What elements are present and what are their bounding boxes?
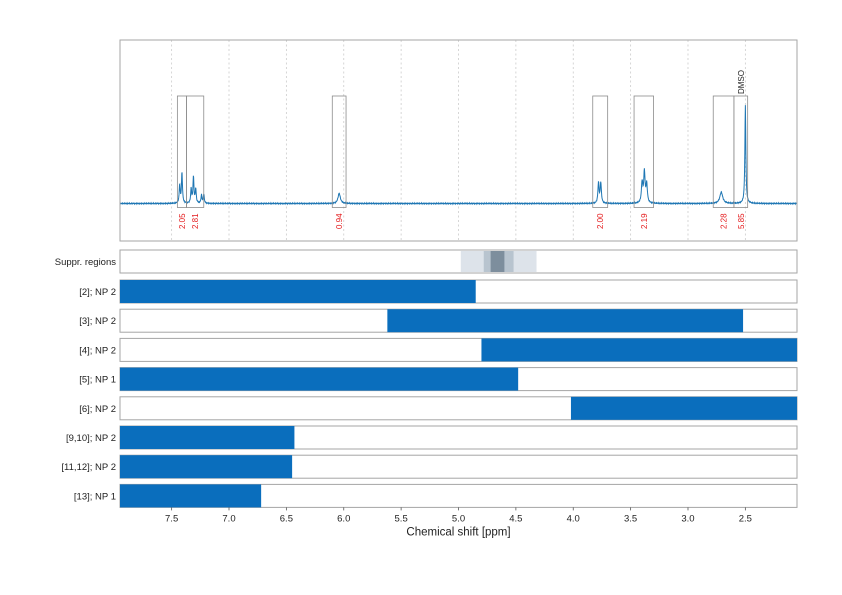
- integral-label: 5.85: [737, 213, 746, 229]
- coverage-bar: [481, 338, 797, 362]
- suppression-label: Suppr. regions: [55, 257, 117, 268]
- integral-label: 0.94: [335, 213, 344, 229]
- x-tick-label: 7.0: [222, 513, 235, 524]
- integral-label: 2.00: [596, 213, 605, 229]
- integration-region: [186, 95, 205, 208]
- x-tick-label: 3.0: [681, 513, 694, 524]
- integration-region: [633, 95, 654, 208]
- integration-region: [733, 95, 749, 208]
- spectrum-panel: 2.05 2.81 0.94 2.00 2.19 2.28 5.85 DMSO: [119, 39, 798, 242]
- x-tick-label: 4.5: [509, 513, 522, 524]
- row-label: [4]; NP 2: [79, 345, 116, 356]
- spectrum-line: [119, 105, 798, 206]
- x-tick-label: 6.5: [280, 513, 293, 524]
- row-label: [5]; NP 1: [79, 375, 116, 386]
- row-label: [11,12]; NP 2: [61, 462, 116, 473]
- spectrum-frame: [119, 39, 798, 242]
- row-label: [3]; NP 2: [79, 316, 116, 327]
- x-tick-label: 6.0: [337, 513, 350, 524]
- row-label: [9,10]; NP 2: [66, 433, 116, 444]
- x-axis-label: Chemical shift [ppm]: [406, 526, 510, 538]
- integration-region: [331, 95, 347, 208]
- integration-region: [712, 95, 735, 208]
- integral-label: 2.81: [191, 213, 200, 229]
- coverage-bar: [387, 309, 744, 333]
- x-axis: 7.5 7.0 6.5 6.0 5.5 5.0 4.5 4.0 3.5 3.0 2.5 Chemica…: [165, 507, 752, 538]
- row-label: [6]; NP 2: [79, 404, 116, 415]
- integral-label: 2.28: [720, 213, 729, 229]
- coverage-bar: [120, 426, 295, 449]
- x-tick-label: 4.0: [567, 513, 580, 524]
- coverage-bar: [120, 484, 262, 508]
- suppression-band: [490, 251, 505, 272]
- solvent-annotation: DMSO: [737, 70, 746, 94]
- x-tick-label: 7.5: [165, 513, 178, 524]
- row-label: [2]; NP 2: [79, 287, 116, 298]
- x-tick-label: 2.5: [739, 513, 752, 524]
- x-tick-label: 3.5: [624, 513, 637, 524]
- row-label: [13]; NP 1: [74, 491, 116, 502]
- x-tick-label: 5.5: [395, 513, 408, 524]
- integral-label: 2.05: [178, 213, 187, 229]
- suppression-panel: Suppr. regions: [55, 249, 798, 274]
- integration-region: [592, 95, 609, 208]
- x-tick-label: 5.0: [452, 513, 465, 524]
- suppression-row: [119, 249, 798, 274]
- coverage-bar: [120, 280, 476, 303]
- coverage-bar: [570, 396, 797, 420]
- integral-label: 2.19: [640, 213, 649, 229]
- coverage-rows-panel: [2]; NP 2 [3]; NP 2 [4]; NP 2 [5]; NP 1 [6];…: [61, 279, 798, 508]
- coverage-bar: [120, 455, 293, 479]
- coverage-bar: [120, 367, 519, 391]
